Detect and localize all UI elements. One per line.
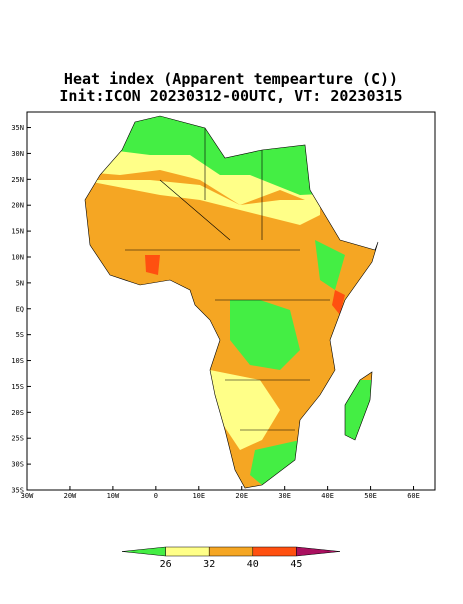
x-tick-label: 50E bbox=[364, 492, 377, 500]
colorbar-swatch bbox=[208, 546, 254, 557]
colorbar: 26 32 40 45 bbox=[121, 546, 341, 570]
frame-border bbox=[26, 111, 436, 491]
subtitle: Init:ICON 20230312-00UTC, VT: 20230315 bbox=[59, 87, 402, 105]
x-tick-label: 20E bbox=[235, 492, 248, 500]
colorbar-label: 26 bbox=[160, 559, 172, 570]
colorbar-swatch bbox=[121, 546, 166, 557]
y-tick-label: 30N bbox=[11, 150, 24, 158]
colorbar-label: 45 bbox=[290, 559, 302, 570]
y-tick-label: 20N bbox=[11, 202, 24, 210]
y-tick-label: 15N bbox=[11, 228, 24, 236]
x-tick-label: 30E bbox=[278, 492, 291, 500]
colorbar-swatch bbox=[252, 546, 297, 557]
heat-map bbox=[85, 116, 378, 488]
y-tick-label: 25S bbox=[11, 435, 24, 443]
x-tick-label: 10E bbox=[192, 492, 205, 500]
map-frame: 30W 20W 10W 0 10E 20E 30E 40E 50E 60E 35N 30N 25N 20N… bbox=[11, 111, 436, 500]
y-tick-label: 15S bbox=[11, 383, 24, 391]
colorbar-swatch bbox=[296, 546, 341, 557]
x-tick-label: 60E bbox=[407, 492, 420, 500]
y-tick-label: 5N bbox=[16, 279, 24, 287]
borders bbox=[84, 115, 379, 489]
x-tick-label: 30W bbox=[21, 492, 34, 500]
title: Heat index (Apparent tempearture (C)) bbox=[64, 70, 398, 88]
y-tick-label: 10S bbox=[11, 357, 24, 365]
y-tick-label: 10N bbox=[11, 253, 24, 261]
colorbar-swatch bbox=[165, 546, 210, 557]
x-tick-label: 10W bbox=[107, 492, 120, 500]
colorbar-label: 40 bbox=[247, 559, 259, 570]
x-tick-label: 20W bbox=[64, 492, 77, 500]
y-tick-label: 35S bbox=[11, 487, 24, 495]
y-tick-label: 20S bbox=[11, 409, 24, 417]
x-tick-label: 0 bbox=[154, 492, 158, 500]
colorbar-label: 32 bbox=[203, 559, 215, 570]
y-tick-label: 35N bbox=[11, 124, 24, 132]
y-tick-label: 30S bbox=[11, 461, 24, 469]
x-tick-label: 40E bbox=[321, 492, 334, 500]
y-tick-label: EQ bbox=[16, 305, 24, 313]
y-tick-label: 25N bbox=[11, 176, 24, 184]
y-tick-label: 5S bbox=[16, 331, 24, 339]
